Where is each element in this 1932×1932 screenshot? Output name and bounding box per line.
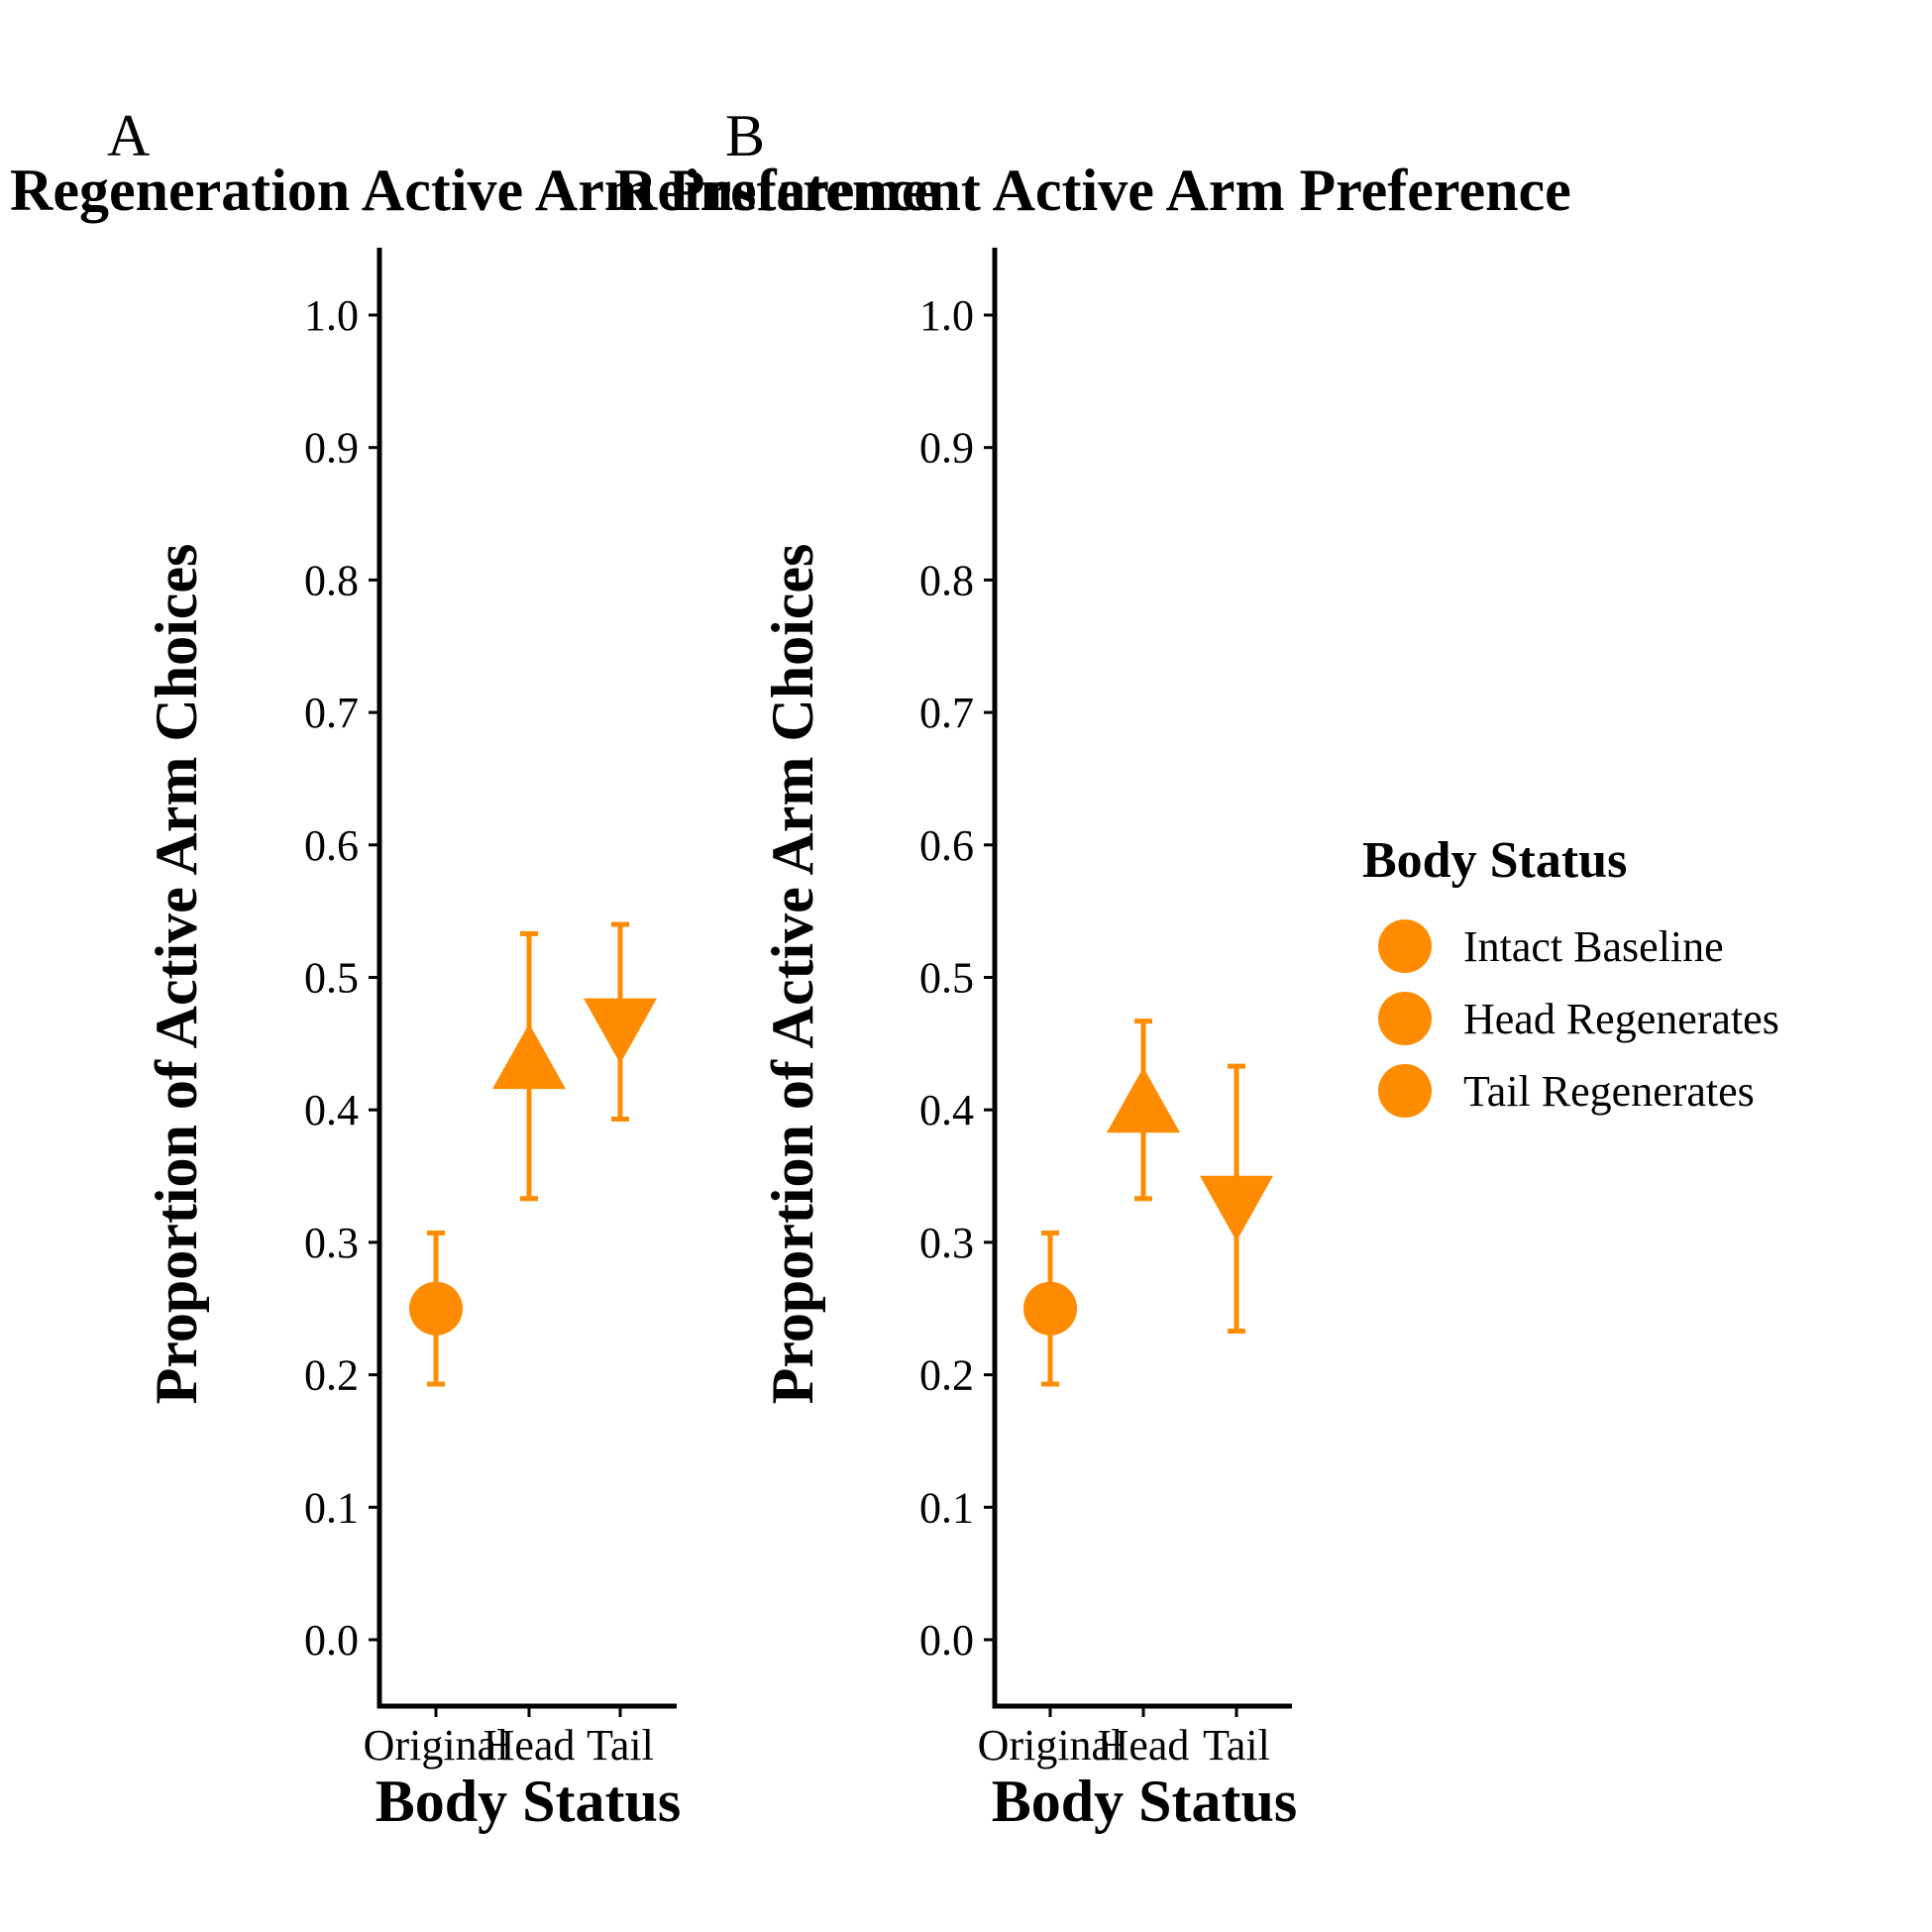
legend-key-marker [1378,919,1432,973]
y-tick-label: 0.0 [919,1616,974,1664]
panel-a-xlabel: Body Status [376,1769,681,1834]
legend-item: Tail Regenerates [1378,1064,1755,1118]
y-tick-label: 0.7 [919,689,974,737]
x-tick-label: Original [364,1721,509,1770]
y-tick-label: 0.5 [919,954,974,1003]
y-tick-label: 0.1 [304,1483,359,1532]
data-point [1200,1175,1273,1241]
y-tick-label: 0.5 [304,954,359,1003]
panel-a: A Regeneration Active Arm Preference Pro… [10,103,940,1834]
x-tick-label: Tail [1203,1721,1270,1770]
y-tick-label: 0.4 [919,1086,974,1134]
y-tick-label: 0.4 [304,1086,359,1134]
data-point [1107,1067,1180,1133]
legend-label: Intact Baseline [1463,922,1724,971]
panel-b: B Reinstatement Active Arm Preference Pr… [614,103,1571,1834]
y-tick-label: 0.6 [304,821,359,870]
legend-label: Tail Regenerates [1463,1067,1755,1116]
panel-a-letter: A [107,103,150,168]
legend-label: Head Regenerates [1463,995,1779,1043]
y-tick-label: 0.2 [304,1351,359,1400]
data-point [409,1281,463,1336]
panel-a-title: Regeneration Active Arm Preference [10,158,940,223]
legend-item: Intact Baseline [1378,919,1724,973]
y-tick-label: 0.6 [919,821,974,870]
panel-b-letter: B [725,103,765,168]
y-tick-label: 0.8 [919,556,974,604]
panel-a-plot-area: 0.0 0.1 0.2 0.3 0.4 0.5 0.6 0.7 0.8 0.9 1.0 Origina… [304,248,677,1770]
legend-items: Intact Baseline Head Regenerates Tail Rege… [1378,919,1779,1118]
y-tick-label: 1.0 [304,291,359,340]
panel-b-y-axis-title: Proportion of Active Arm Choices [760,544,825,1405]
legend-item: Head Regenerates [1378,992,1779,1045]
y-tick-label: 0.0 [304,1616,359,1664]
data-point [492,1023,566,1090]
x-tick-label: Head [483,1721,576,1770]
y-tick-label: 1.0 [919,291,974,340]
panel-a-y-axis-title: Proportion of Active Arm Choices [144,544,209,1405]
legend-key-marker [1378,992,1432,1045]
panel-b-xlabel: Body Status [992,1769,1297,1834]
x-tick-label: Original [978,1721,1124,1770]
panel-b-title: Reinstatement Active Arm Preference [614,158,1571,223]
data-point [584,998,657,1064]
y-tick-label: 0.8 [304,556,359,604]
y-tick-label: 0.7 [304,689,359,737]
legend-key-marker [1378,1064,1432,1118]
x-tick-label: Tail [587,1721,654,1770]
panel-b-plot-area: 0.0 0.1 0.2 0.3 0.4 0.5 0.6 0.7 0.8 0.9 1.0 Origina… [919,248,1292,1770]
y-tick-label: 0.9 [304,424,359,473]
legend: Body Status Intact Baseline Head Regenera… [1362,832,1779,1118]
panel-b-ylabel: Proportion of Active Arm Choices [760,544,825,1405]
y-tick-label: 0.3 [304,1219,359,1267]
data-point [1023,1281,1077,1336]
x-tick-label: Head [1098,1721,1190,1770]
y-tick-label: 0.1 [919,1483,974,1532]
legend-title: Body Status [1362,832,1627,889]
y-tick-label: 0.9 [919,424,974,473]
y-tick-label: 0.3 [919,1219,974,1267]
panel-a-ylabel: Proportion of Active Arm Choices [144,544,209,1405]
y-tick-label: 0.2 [919,1351,974,1400]
